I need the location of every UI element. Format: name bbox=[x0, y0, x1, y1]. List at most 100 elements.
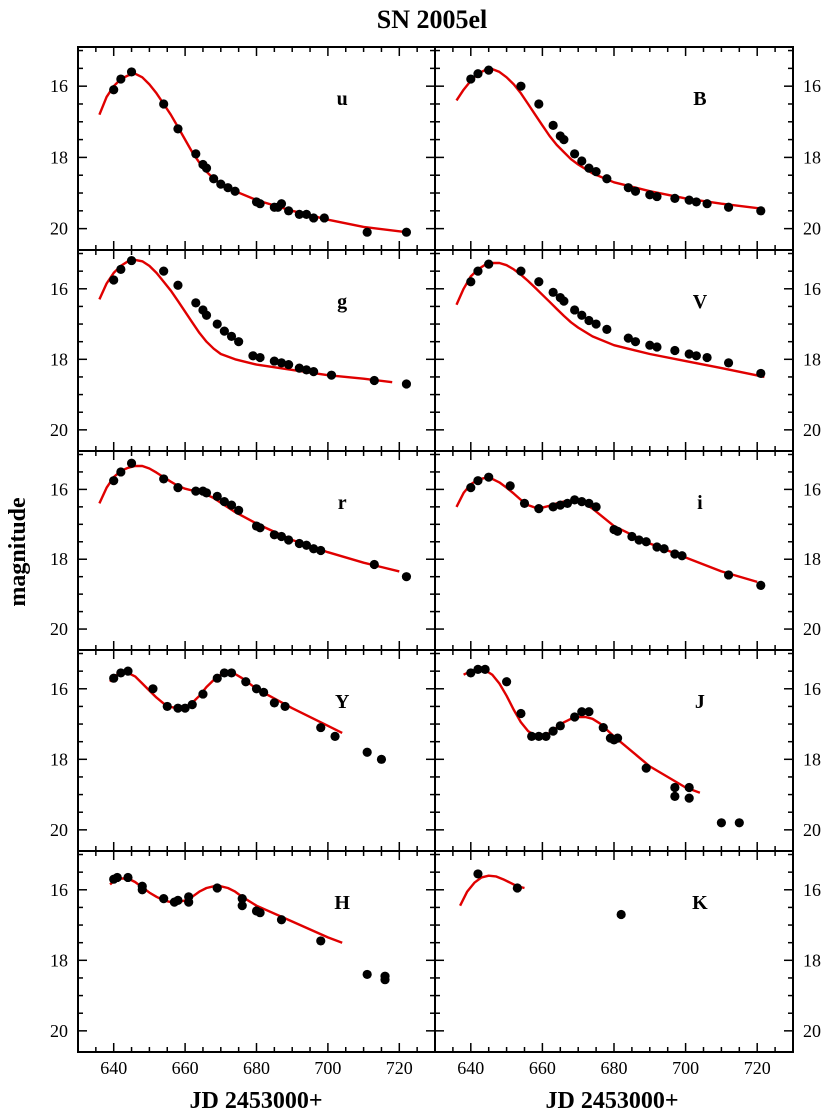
data-point bbox=[559, 134, 569, 145]
data-point bbox=[191, 298, 201, 308]
y-tick-label: 16 bbox=[803, 880, 821, 900]
y-tick-label: 16 bbox=[50, 479, 68, 499]
fit-curve bbox=[98, 464, 400, 573]
y-tick-label: 18 bbox=[803, 549, 821, 569]
data-point bbox=[123, 872, 133, 883]
fit-curve bbox=[455, 261, 765, 379]
fit-curve bbox=[109, 671, 343, 734]
data-point bbox=[126, 67, 137, 77]
data-point bbox=[294, 209, 304, 219]
panels-group: 16 18 20 u 16 18 20 B 16 18 20 g 16 18 20 V 16 18 20 r 16 18 2… bbox=[50, 46, 821, 1078]
data-point bbox=[162, 701, 172, 712]
data-point bbox=[109, 275, 119, 285]
y-tick-label: 18 bbox=[50, 749, 68, 769]
data-point bbox=[362, 969, 372, 980]
data-point bbox=[212, 883, 222, 893]
data-point bbox=[584, 707, 594, 717]
data-point bbox=[466, 74, 476, 84]
data-point bbox=[219, 668, 229, 678]
data-point bbox=[502, 677, 512, 687]
data-point bbox=[401, 227, 412, 237]
band-label: J bbox=[695, 691, 705, 713]
data-point bbox=[401, 572, 412, 582]
panel-frame bbox=[434, 249, 794, 452]
panel-j: 16 18 20 J bbox=[434, 649, 821, 852]
data-point bbox=[301, 209, 312, 219]
data-point bbox=[548, 287, 558, 297]
data-point bbox=[109, 85, 119, 95]
data-point bbox=[484, 259, 494, 269]
data-point bbox=[376, 754, 387, 764]
data-point bbox=[276, 531, 287, 542]
band-label: B bbox=[693, 88, 706, 110]
fit-curve bbox=[98, 258, 393, 384]
data-point bbox=[187, 700, 197, 710]
band-label: K bbox=[692, 892, 708, 914]
data-point bbox=[301, 365, 312, 375]
data-point bbox=[401, 379, 412, 389]
x-axis-label-right: JD 2453000+ bbox=[545, 1088, 678, 1114]
y-tick-label: 16 bbox=[50, 679, 68, 699]
data-point bbox=[212, 319, 222, 329]
data-point bbox=[319, 213, 329, 223]
panel-y: 16 18 20 Y bbox=[50, 649, 436, 852]
data-point bbox=[756, 206, 766, 216]
data-point bbox=[684, 782, 694, 793]
data-point bbox=[309, 213, 319, 223]
data-point bbox=[756, 368, 766, 379]
data-point bbox=[570, 712, 580, 722]
data-point bbox=[116, 74, 126, 84]
data-point bbox=[276, 199, 287, 209]
band-label: H bbox=[334, 892, 350, 914]
y-tick-label: 16 bbox=[803, 479, 821, 499]
data-point bbox=[309, 544, 319, 554]
data-point bbox=[294, 538, 304, 549]
data-point bbox=[369, 559, 379, 570]
x-tick-label: 700 bbox=[314, 1058, 341, 1078]
data-point bbox=[191, 486, 201, 496]
data-point bbox=[234, 505, 244, 515]
data-point bbox=[734, 818, 744, 828]
data-point bbox=[301, 540, 312, 550]
data-point bbox=[684, 195, 694, 205]
data-point bbox=[612, 733, 623, 743]
data-point bbox=[519, 498, 530, 508]
data-point bbox=[691, 197, 701, 207]
data-point bbox=[466, 483, 476, 493]
y-tick-label: 20 bbox=[803, 420, 821, 440]
data-point bbox=[584, 498, 594, 508]
fit-curve bbox=[459, 874, 525, 907]
data-point bbox=[248, 351, 258, 361]
data-point bbox=[284, 206, 294, 216]
data-point bbox=[216, 179, 226, 189]
y-axis-label: magnitude bbox=[5, 497, 31, 607]
data-point bbox=[473, 476, 483, 486]
data-point bbox=[137, 885, 147, 895]
y-tick-label: 18 bbox=[50, 349, 68, 369]
y-tick-label: 18 bbox=[50, 950, 68, 970]
data-point bbox=[630, 186, 641, 196]
y-tick-label: 18 bbox=[803, 147, 821, 167]
data-point bbox=[284, 360, 294, 370]
panel-v: 16 18 20 V bbox=[434, 249, 821, 452]
x-tick-label: 680 bbox=[243, 1058, 270, 1078]
data-point bbox=[362, 747, 372, 757]
data-point bbox=[280, 701, 290, 712]
data-point bbox=[577, 156, 587, 166]
data-point bbox=[616, 909, 626, 920]
data-point bbox=[269, 356, 279, 366]
data-point bbox=[123, 666, 133, 676]
data-point bbox=[255, 352, 265, 363]
data-point bbox=[559, 296, 569, 306]
data-point bbox=[466, 277, 476, 287]
panel-r: 16 18 20 r bbox=[50, 450, 436, 651]
data-point bbox=[212, 673, 222, 683]
data-point bbox=[159, 266, 169, 276]
data-point bbox=[226, 500, 237, 510]
y-tick-label: 20 bbox=[50, 820, 68, 840]
x-tick-label: 640 bbox=[100, 1058, 127, 1078]
panel-frame bbox=[77, 46, 436, 251]
data-point bbox=[251, 684, 262, 694]
data-point bbox=[237, 901, 247, 911]
